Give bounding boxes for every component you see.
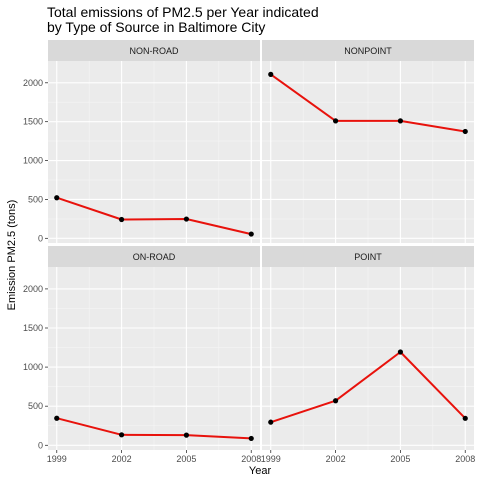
data-point [462, 415, 468, 421]
data-point [118, 216, 125, 223]
x-tick-label: 2002 [326, 454, 346, 464]
data-point [268, 419, 274, 425]
y-tick-label: 1000 [23, 362, 43, 372]
x-tick-label: 2008 [455, 454, 475, 464]
data-point [268, 71, 274, 77]
y-tick-label: 0 [38, 233, 43, 243]
y-tick-label: 1000 [23, 156, 43, 166]
x-tick-label: 1999 [261, 454, 281, 464]
series-line [56, 417, 252, 440]
panel-strip [262, 246, 474, 267]
panel-strip [48, 246, 260, 267]
panel-strip [262, 40, 474, 61]
data-point [183, 216, 190, 222]
y-tick-label: 1500 [23, 117, 43, 127]
data-point [54, 415, 60, 421]
data-point [332, 118, 339, 124]
y-tick-label: 2000 [23, 78, 43, 88]
data-point [248, 231, 254, 237]
panel-non-road: NON-ROAD 0 500 1000 1500 2000 [23, 40, 260, 243]
chart-title-line2: by Type of Source in Baltimore City [47, 19, 265, 35]
x-tick-label: 2002 [112, 454, 132, 464]
series-line [270, 73, 466, 133]
y-tick-label: 0 [38, 440, 43, 450]
x-tick-label: 1999 [47, 454, 67, 464]
data-point [118, 432, 125, 438]
data-point [462, 128, 468, 135]
panel-strip-label: NON-ROAD [130, 46, 179, 56]
data-point [332, 398, 339, 404]
panel-strip-label: NONPOINT [344, 46, 392, 56]
series-line [56, 196, 252, 236]
panel-strip [48, 40, 260, 61]
series-line [270, 351, 466, 424]
panel-nonpoint: NONPOINT [262, 40, 474, 243]
y-axis-title: Emission PM2.5 (tons) [6, 200, 18, 311]
x-tick-label: 2008 [241, 454, 261, 464]
x-tick-label: 2005 [390, 454, 410, 464]
y-tick-label: 500 [28, 401, 43, 411]
x-axis-title: Year [249, 465, 272, 477]
panel-strip-label: POINT [354, 252, 382, 262]
panel-on-road: ON-ROAD 0 500 1000 1500 2000 1999 2002 2005 2008 [23, 246, 261, 464]
x-tick-label: 2005 [176, 454, 196, 464]
panel-strip-label: ON-ROAD [133, 252, 176, 262]
y-tick-label: 2000 [23, 284, 43, 294]
data-point [54, 195, 60, 201]
panel-point: POINT 1999 2002 2005 2008 [261, 246, 475, 464]
data-point [248, 435, 254, 442]
facet-panels: NON-ROAD 0 500 1000 1500 2000 NONPOINT ON-ROAD 0… [23, 40, 475, 464]
data-point [183, 432, 190, 438]
data-point [397, 118, 404, 124]
y-tick-label: 1500 [23, 323, 43, 333]
y-tick-label: 500 [28, 194, 43, 204]
chart-title-line1: Total emissions of PM2.5 per Year indica… [47, 4, 319, 20]
data-point [397, 349, 404, 355]
